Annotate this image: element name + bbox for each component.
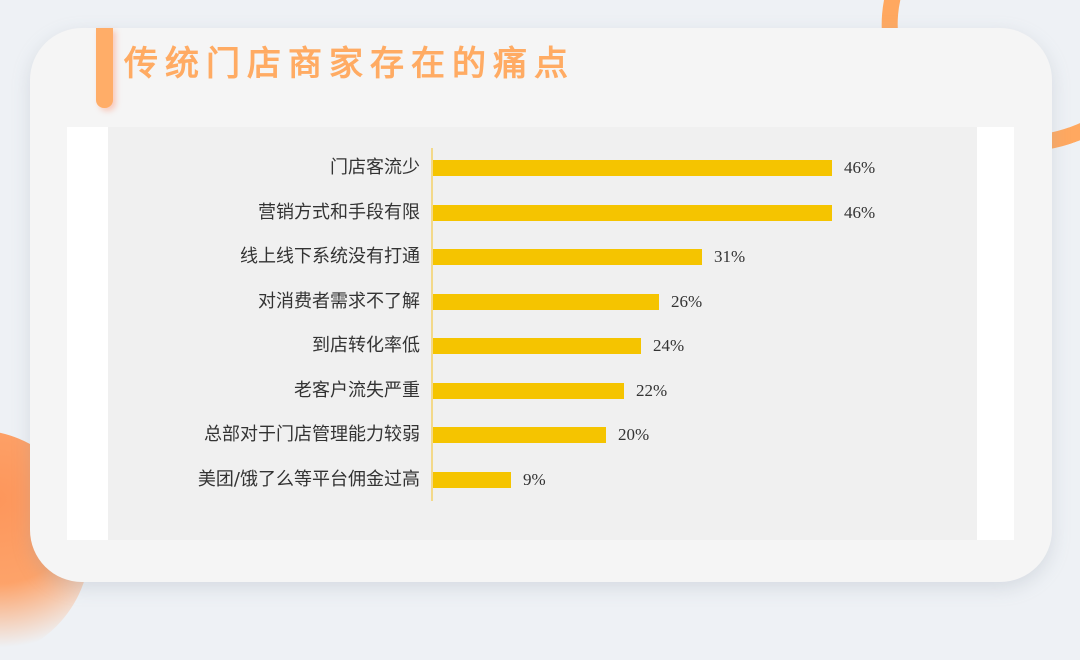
- value-label: 31%: [714, 247, 746, 266]
- bar: [433, 427, 606, 443]
- bar: [433, 338, 641, 354]
- chart-row: 到店转化率低 24%: [0, 333, 1080, 359]
- chart-row: 总部对于门店管理能力较弱 20%: [0, 422, 1080, 448]
- category-label: 美团/饿了么等平台佣金过高: [197, 468, 420, 490]
- chart-row: 线上线下系统没有打通 31%: [0, 244, 1080, 270]
- bar: [433, 249, 702, 265]
- chart-row: 对消费者需求不了解 26%: [0, 289, 1080, 315]
- page-title: 传统门店商家存在的痛点: [124, 44, 575, 84]
- category-label: 老客户流失严重: [294, 379, 420, 401]
- value-label: 9%: [523, 469, 546, 489]
- category-label: 门店客流少: [330, 157, 420, 178]
- bar: [433, 293, 659, 310]
- value-label: 46%: [844, 202, 876, 222]
- bar: [433, 382, 624, 399]
- chart-row: 美团/饿了么等平台佣金过高 9%: [0, 467, 1080, 493]
- chart-panel-margin-right: [977, 127, 1014, 540]
- category-label: 营销方式和手段有限: [258, 201, 420, 223]
- value-label: 20%: [618, 425, 650, 444]
- category-label: 到店转化率低: [312, 335, 420, 356]
- bar: [433, 204, 832, 221]
- category-label: 线上线下系统没有打通: [240, 246, 420, 267]
- bar: [433, 471, 511, 488]
- value-label: 24%: [653, 336, 685, 355]
- value-label: 26%: [671, 291, 703, 311]
- chart-row: 营销方式和手段有限 46%: [0, 200, 1080, 226]
- title-accent-bar: [96, 28, 113, 108]
- chart-row: 门店客流少 46%: [0, 155, 1080, 181]
- value-label: 22%: [636, 380, 668, 400]
- category-label: 对消费者需求不了解: [258, 290, 420, 312]
- chart-panel: [108, 127, 977, 540]
- category-label: 总部对于门店管理能力较弱: [204, 424, 420, 445]
- chart-row: 老客户流失严重 22%: [0, 378, 1080, 404]
- chart-panel-margin-left: [67, 127, 108, 540]
- value-label: 46%: [844, 158, 876, 177]
- chart-y-axis: [431, 148, 433, 501]
- bar: [433, 160, 832, 176]
